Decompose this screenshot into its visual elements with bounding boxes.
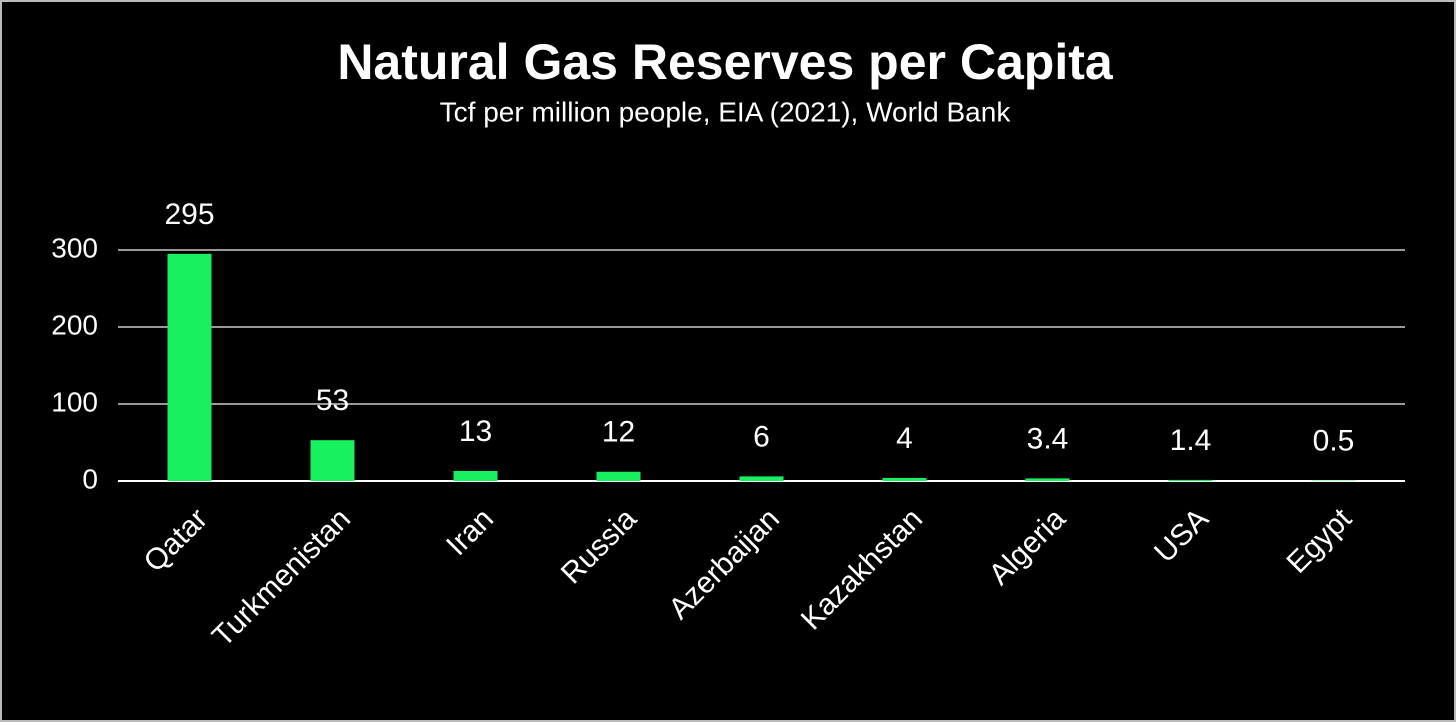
data-label: 53: [316, 384, 349, 417]
data-label: 12: [602, 416, 635, 449]
y-tick-label: 0: [82, 463, 98, 494]
bar: [1025, 478, 1070, 481]
data-label: 4: [896, 422, 913, 455]
bar: [882, 477, 927, 481]
y-tick-label: 200: [51, 309, 98, 340]
bar: [1168, 479, 1213, 481]
chart-subtitle: Tcf per million people, EIA (2021), Worl…: [440, 96, 1012, 127]
data-label: 1.4: [1170, 424, 1212, 457]
y-tick-label: 300: [51, 232, 98, 263]
bar: [453, 470, 498, 481]
bar: [167, 253, 212, 481]
bar: [739, 476, 784, 481]
bar: [310, 440, 355, 481]
data-label: 0.5: [1313, 425, 1355, 458]
chart-title: Natural Gas Reserves per Capita: [337, 34, 1114, 90]
data-label: 295: [164, 198, 214, 231]
y-tick-label: 100: [51, 386, 98, 417]
data-label: 6: [753, 420, 770, 453]
data-label: 3.4: [1027, 422, 1069, 455]
bar: [596, 471, 641, 481]
data-label: 13: [459, 415, 492, 448]
